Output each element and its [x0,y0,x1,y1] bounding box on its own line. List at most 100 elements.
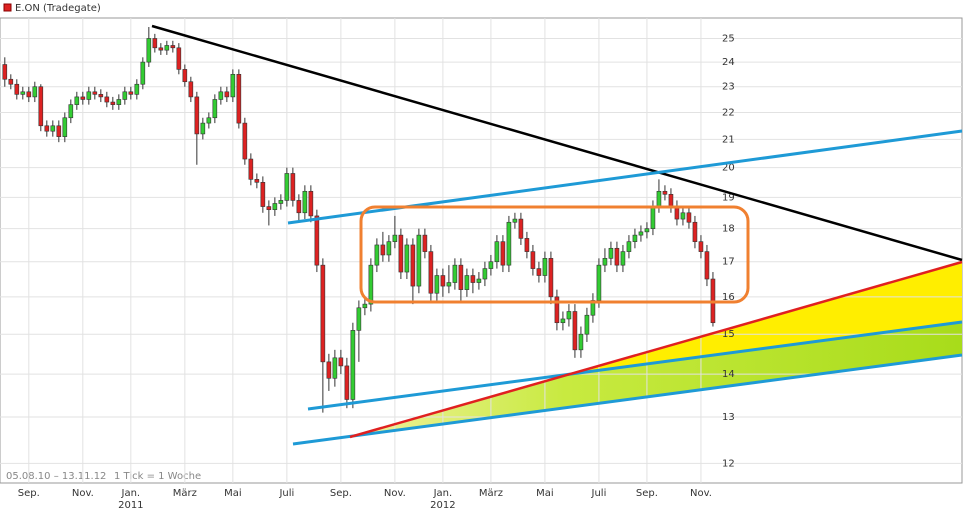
candle-body [572,311,578,351]
candle-body [566,311,572,320]
candle-body [650,206,656,229]
candle-body [446,282,452,287]
candle-body [536,268,542,276]
y-tick-label: 13 [722,412,735,423]
candle-body [632,234,638,242]
y-tick-label: 15 [722,329,735,340]
x-tick-label: Jan. [121,488,141,499]
candle-body [704,251,710,280]
candle-body [284,173,290,201]
candle-body [296,200,302,214]
candle-body [512,218,518,223]
lower-channel [292,353,963,446]
candle-body [344,365,350,400]
candle-body [74,96,80,105]
candle-body [266,206,272,210]
candle-body [530,251,536,269]
candle-body [104,96,110,103]
candle-body [314,215,320,266]
resistance-line [151,24,963,262]
candle-body [176,47,182,70]
candle-body [164,45,170,51]
candle-body [578,333,584,351]
y-tick-label: 21 [722,134,735,145]
candle-body [542,258,548,276]
candle-body [434,275,440,294]
candle-body [554,296,560,324]
candle-body [386,241,392,256]
x-tick-label: Sep. [18,488,40,499]
candle-body [302,190,308,214]
candle-body [242,122,248,160]
candle-body [290,173,296,201]
candle-body [2,64,8,80]
candle-body [212,99,218,119]
candle-body [518,218,524,239]
candle-body [680,212,686,220]
trendlines [151,24,963,446]
candle-body [374,244,380,266]
candle-body [590,300,596,316]
y-tick-label: 20 [722,163,735,174]
candle-body [698,241,704,252]
candle-body [188,81,194,98]
candle-body [254,179,260,183]
candle-body [122,91,128,100]
candle-body [146,38,152,63]
x-tick-label: März [479,488,503,499]
candle-body [38,86,44,127]
candle-body [392,234,398,242]
x-tick-label: Juli [591,488,607,499]
candle-body [236,73,242,124]
candle-body [320,264,326,363]
candle-body [14,83,20,95]
candle-body [500,241,506,266]
candle-body [98,94,104,98]
candle-body [86,91,92,100]
x-tick-label: Mai [536,488,554,499]
candle-body [356,307,362,331]
candle-body [32,86,38,98]
tick-note: 1 Tick = 1 Woche [114,471,201,482]
candle-body [410,244,416,287]
candle-body [362,303,368,309]
candle-body [608,247,614,259]
candle-body [350,330,356,400]
candle-body [488,261,494,269]
candle-body [476,278,482,283]
candle-body [194,96,200,135]
candle-body [170,45,176,49]
candle-body [218,91,224,100]
range-box [359,205,750,304]
x-tick-label: Sep. [636,488,658,499]
candle-body [692,221,698,242]
y-tick-label: 19 [722,192,735,203]
candle-body [332,357,338,379]
candle-body [506,221,512,266]
candle-body [686,212,692,223]
x-tick-label: Nov. [72,488,94,499]
candle-body [200,122,206,135]
candle-body [92,91,98,95]
candle-body [128,91,134,95]
candle-body [272,203,278,210]
candle-body [404,244,410,273]
candle-body [440,275,446,287]
mid-channel [307,320,963,411]
year-label: 2012 [430,500,455,511]
candle-body [134,83,140,95]
candle-body [452,264,458,283]
candle-body [596,264,602,301]
candle-body [524,238,530,252]
x-tick-label: Nov. [690,488,712,499]
date-range: 05.08.10 – 13.11.12 [6,471,106,482]
candle-body [398,234,404,273]
candle-body [614,247,620,266]
support-line [349,260,963,439]
candle-body [548,258,554,298]
candle-body [338,357,344,367]
candle-body [638,231,644,236]
candle-body [308,190,314,217]
x-tick-label: Nov. [384,488,406,499]
candle-body [602,258,608,266]
